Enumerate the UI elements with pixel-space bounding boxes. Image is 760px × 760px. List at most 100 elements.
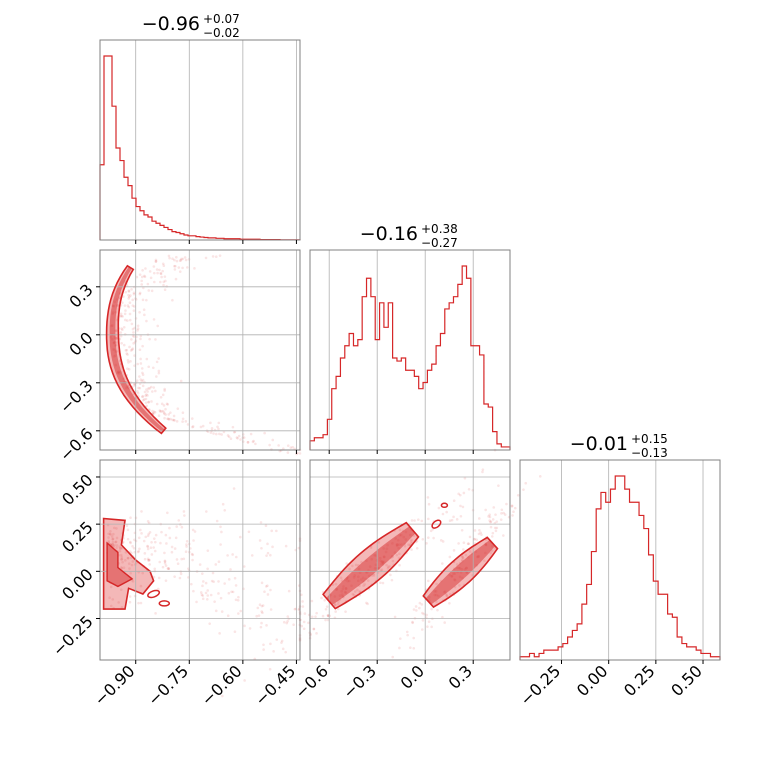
scatter-point-p1-p0: [121, 301, 124, 305]
scatter-point-p2-p0: [157, 587, 160, 591]
scatter-point-p1-p0: [160, 410, 163, 413]
scatter-point-p2-p0: [141, 571, 144, 575]
scatter-point-p1-p0: [175, 420, 179, 423]
scatter-point-p1-p0: [164, 407, 167, 411]
scatter-point-p2-p1: [479, 531, 482, 534]
scatter-point-p2-p0: [239, 609, 243, 613]
scatter-point-p2-p1: [450, 518, 454, 522]
scatter-point-p1-p0: [124, 318, 127, 322]
x-tick-label: −0.25: [516, 661, 564, 709]
scatter-point-p2-p0: [206, 549, 210, 552]
scatter-point-p1-p0: [133, 364, 136, 367]
axes-frame: [99, 459, 301, 661]
scatter-point-p1-p0: [211, 255, 215, 258]
scatter-point-p2-p0: [258, 603, 262, 606]
x-tick-label: −0.60: [198, 661, 246, 709]
y-tick-label: −0.25: [49, 612, 97, 660]
scatter-point-p2-p0: [129, 541, 132, 545]
scatter-point-p2-p1: [365, 601, 368, 605]
scatter-point-p1-p0: [120, 341, 123, 345]
scatter-point-p2-p0: [261, 604, 265, 607]
scatter-point-p1-p0: [126, 353, 129, 356]
scatter-point-p1-p0: [161, 409, 165, 413]
scatter-point-p1-p0: [134, 298, 138, 301]
scatter-point-p2-p1: [495, 526, 499, 530]
scatter-point-p2-p1: [457, 492, 460, 496]
scatter-point-p2-p1: [425, 613, 428, 617]
scatter-point-p1-p0: [136, 324, 140, 328]
scatter-point-p2-p1: [395, 543, 399, 546]
scatter-point-p2-p1: [450, 575, 453, 578]
scatter-point-p2-p0: [108, 532, 112, 536]
scatter-point-p2-p0: [201, 597, 205, 601]
scatter-point-p1-p0: [127, 367, 131, 371]
scatter-point-p2-p1: [458, 561, 462, 565]
scatter-point-p1-p0: [111, 304, 115, 308]
scatter-point-p2-p1: [437, 506, 441, 510]
scatter-point-p1-p0: [157, 369, 161, 373]
scatter-point-p1-p0: [277, 444, 280, 447]
scatter-point-p2-p0: [170, 545, 174, 549]
scatter-point-p2-p1: [395, 569, 398, 573]
scatter-point-p1-p0: [141, 378, 145, 382]
scatter-point-p2-p1: [297, 608, 301, 612]
scatter-point-p1-p0: [160, 275, 163, 279]
title-param-1-minus: −0.27: [421, 236, 458, 250]
scatter-point-p2-p0: [130, 556, 133, 560]
scatter-point-p2-p1: [465, 566, 468, 570]
scatter-point-p1-p0: [114, 363, 118, 367]
scatter-point-p2-p1: [443, 621, 446, 624]
scatter-point-p1-p0: [122, 343, 126, 347]
scatter-point-p1-p0: [163, 275, 167, 278]
scatter-point-p2-p1: [477, 532, 481, 536]
scatter-point-p2-p1: [436, 608, 439, 612]
scatter-point-p1-p0: [131, 304, 135, 307]
scatter-point-p2-p1: [393, 551, 397, 554]
scatter-point-p2-p0: [201, 580, 205, 583]
scatter-point-p1-p0: [147, 289, 151, 292]
scatter-point-p2-p0: [143, 557, 147, 561]
scatter-point-p2-p1: [477, 517, 481, 520]
scatter-point-p1-p0: [132, 331, 135, 334]
scatter-point-p2-p0: [217, 560, 221, 564]
scatter-point-p1-p0: [140, 275, 144, 279]
scatter-point-p2-p0: [147, 558, 151, 562]
scatter-point-p2-p1: [435, 582, 438, 586]
scatter-point-p2-p1: [430, 607, 433, 611]
scatter-point-p2-p0: [111, 537, 114, 541]
scatter-point-p1-p0: [160, 402, 164, 406]
scatter-point-p2-p0: [201, 584, 204, 588]
scatter-point-p2-p0: [218, 632, 221, 635]
scatter-point-p1-p0: [145, 388, 148, 391]
histogram-1: [309, 265, 511, 450]
scatter-point-p2-p0: [175, 558, 179, 561]
scatter-point-p1-p0: [165, 285, 169, 288]
histogram-0: [99, 55, 301, 241]
scatter-point-p2-p1: [394, 537, 397, 540]
scatter-point-p2-p1: [463, 476, 467, 480]
scatter-point-p1-p0: [251, 440, 255, 444]
scatter-point-p2-p1: [333, 595, 337, 598]
scatter-point-p2-p0: [166, 567, 170, 570]
scatter-point-p2-p0: [220, 530, 223, 534]
scatter-point-p2-p0: [147, 532, 150, 536]
scatter-point-p2-p0: [206, 594, 210, 597]
scatter-point-p2-p1: [384, 550, 388, 554]
scatter-point-p2-p1: [381, 581, 385, 585]
title-param-2-minus: −0.13: [631, 446, 668, 460]
scatter-point-p2-p1: [411, 620, 414, 624]
scatter-point-p1-p0: [132, 291, 136, 295]
scatter-point-p1-p0: [149, 276, 153, 280]
scatter-point-p1-p0: [152, 318, 156, 321]
scatter-point-p2-p1: [391, 542, 394, 545]
scatter-point-p2-p0: [233, 576, 237, 580]
scatter-point-p2-p0: [161, 565, 165, 569]
y-tick-label: 0.00: [58, 565, 97, 604]
scatter-point-p2-p0: [111, 543, 115, 546]
scatter-point-p1-p0: [246, 441, 250, 444]
scatter-point-p2-p0: [198, 563, 202, 566]
scatter-point-p2-p1: [357, 575, 360, 579]
scatter-point-p2-p1: [382, 560, 386, 564]
scatter-point-p2-p1: [427, 517, 430, 521]
scatter-point-p1-p0: [201, 424, 205, 428]
